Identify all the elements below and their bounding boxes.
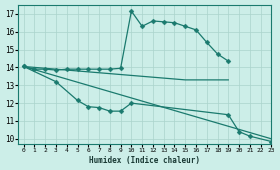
X-axis label: Humidex (Indice chaleur): Humidex (Indice chaleur) (89, 156, 200, 165)
